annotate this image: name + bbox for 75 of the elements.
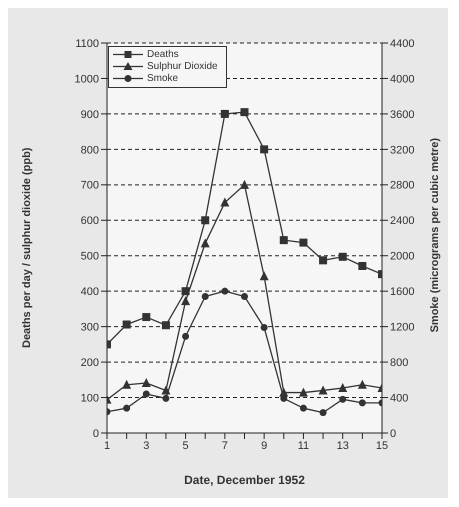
- y-tick-label: 200: [80, 356, 99, 369]
- legend-label: Deaths: [147, 49, 179, 60]
- point: [182, 287, 190, 296]
- y2-tick-label: 3200: [390, 144, 414, 156]
- point: [241, 293, 248, 300]
- point: [299, 238, 308, 247]
- point: [318, 385, 328, 394]
- x-tick-label: 13: [336, 440, 349, 452]
- y-tick-label: 300: [80, 322, 99, 334]
- point: [358, 399, 366, 406]
- point: [338, 382, 348, 392]
- y-tick-label: 1100: [75, 38, 99, 50]
- point: [358, 380, 367, 389]
- x-axis-title: Date, December 1952: [184, 473, 306, 487]
- point: [280, 236, 288, 244]
- point: [181, 296, 190, 306]
- y2-tick-label: 1600: [390, 286, 414, 298]
- x-tick-label: 15: [376, 440, 388, 452]
- x-tick-label: 3: [143, 440, 150, 452]
- point: [122, 380, 132, 389]
- point: [220, 198, 230, 207]
- point: [240, 108, 248, 116]
- legend-label: Smoke: [147, 73, 178, 84]
- y-tick-label: 600: [80, 215, 99, 228]
- point: [260, 145, 268, 154]
- y-axis-title: Deaths per day / sulphur dioxide (ppb): [20, 147, 33, 348]
- point: [298, 388, 308, 397]
- point: [338, 252, 347, 261]
- point: [123, 404, 130, 412]
- point: [200, 238, 210, 248]
- point: [240, 180, 249, 189]
- point: [300, 404, 307, 412]
- legend-label: Sulphur Dioxide: [147, 61, 218, 72]
- point: [221, 288, 228, 295]
- y-tick-label: 800: [80, 144, 99, 156]
- y2-tick-label: 1200: [390, 322, 414, 334]
- point: [161, 385, 170, 394]
- point: [162, 321, 170, 330]
- y2-tick-label: 400: [390, 392, 408, 404]
- y2-tick-label: 800: [390, 356, 408, 369]
- point: [162, 394, 170, 402]
- y2-tick-label: 2400: [390, 215, 414, 228]
- point: [220, 110, 229, 118]
- point: [260, 271, 269, 280]
- y-tick-label: 700: [80, 180, 99, 192]
- point: [358, 262, 366, 270]
- y2-tick-label: 2000: [390, 250, 414, 263]
- y2-tick-label: 3600: [390, 108, 414, 121]
- point: [320, 409, 327, 416]
- point: [182, 332, 190, 340]
- point: [260, 324, 268, 332]
- y-tick-label: 500: [80, 250, 99, 263]
- y2-tick-label: 4400: [390, 38, 414, 50]
- y2-tick-label: 4000: [390, 73, 414, 86]
- point: [339, 396, 346, 403]
- y-tick-label: 0: [92, 428, 99, 440]
- point: [142, 378, 151, 388]
- x-tick-label: 9: [261, 440, 268, 452]
- x-tick-label: 5: [182, 440, 189, 452]
- y-tick-label: 1000: [74, 73, 99, 86]
- point: [202, 293, 209, 300]
- point: [201, 216, 210, 224]
- point: [122, 320, 131, 329]
- x-tick-label: 1: [104, 440, 110, 452]
- point: [319, 256, 328, 264]
- y2-tick-label: 0: [390, 428, 396, 440]
- y-tick-label: 100: [80, 392, 99, 404]
- y2-tick-label: 2800: [390, 180, 414, 192]
- x-tick-label: 11: [298, 440, 310, 452]
- y-tick-label: 400: [80, 286, 99, 298]
- y-tick-label: 900: [80, 108, 99, 121]
- x-tick-label: 7: [222, 440, 228, 452]
- point: [142, 390, 150, 398]
- y2-axis-title: Smoke (micrograms per cubic metre): [428, 138, 441, 332]
- point: [142, 313, 150, 322]
